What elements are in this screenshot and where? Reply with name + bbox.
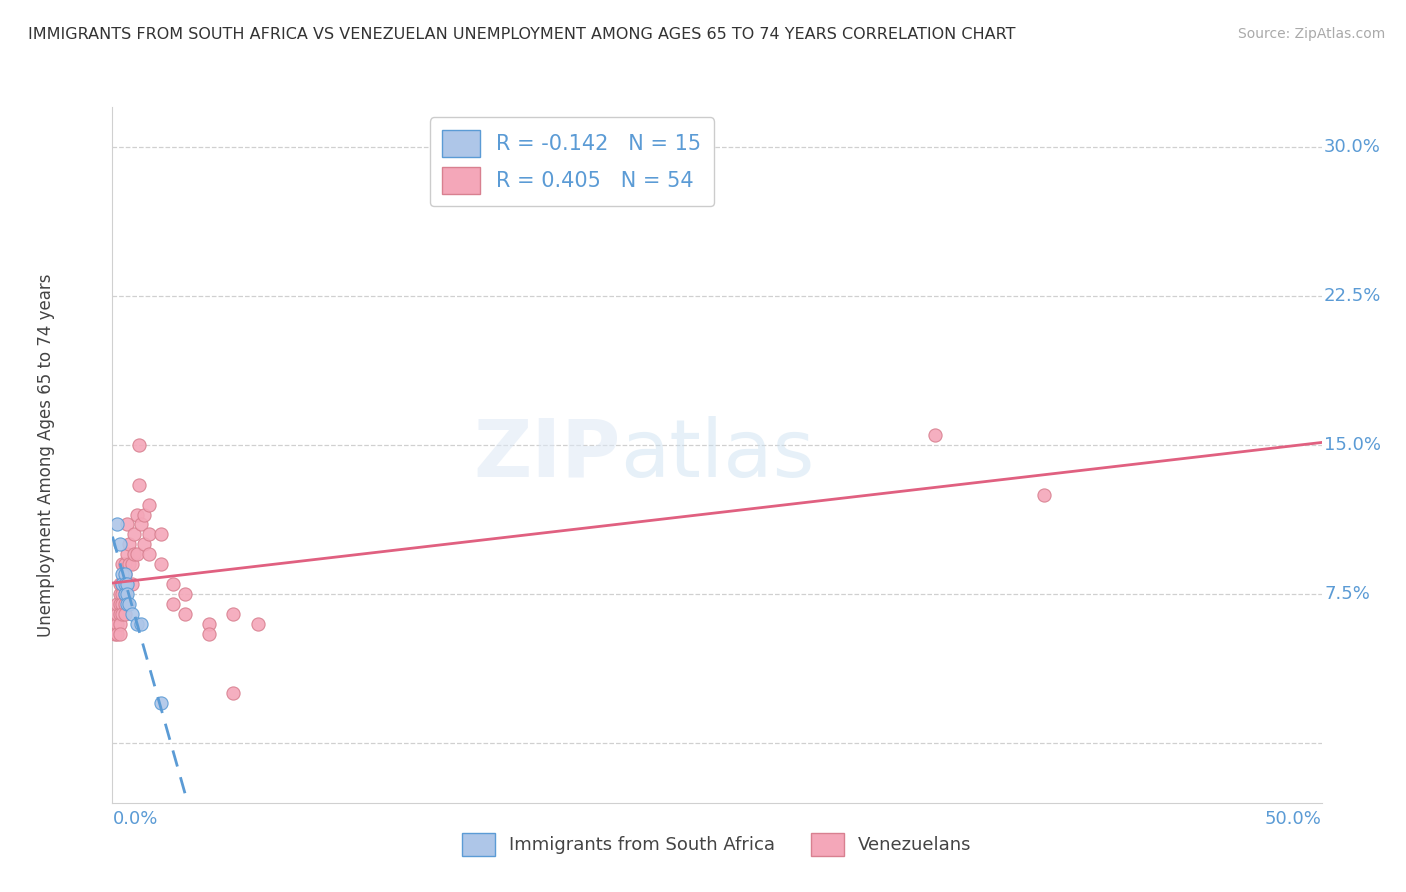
Point [222,607,245,621]
Point [138,527,160,541]
Point [149,558,172,572]
Point [114,558,136,572]
Point [114,567,136,582]
Point [924,428,946,442]
Point [131,517,153,532]
Point [138,498,160,512]
Point [174,607,197,621]
Point [115,597,138,611]
Point [118,558,141,572]
Point [105,616,128,631]
Point [108,587,131,601]
Point [121,558,143,572]
Point [198,627,221,641]
Point [114,587,136,601]
Point [108,597,131,611]
Text: 15.0%: 15.0% [1324,436,1381,454]
Point [114,607,136,621]
Point [118,597,141,611]
Point [108,577,131,591]
Text: Source: ZipAtlas.com: Source: ZipAtlas.com [1237,27,1385,41]
Point [149,527,172,541]
Legend: Immigrants from South Africa, Venezuelans: Immigrants from South Africa, Venezuelan… [456,826,979,863]
Point [111,577,134,591]
Point [104,616,127,631]
Point [198,616,221,631]
Point [122,547,145,561]
Point [114,587,136,601]
Point [105,597,128,611]
Point [149,697,172,711]
Point [108,627,131,641]
Point [125,508,148,522]
Point [131,616,153,631]
Point [111,567,134,582]
Point [132,537,155,551]
Text: 0.0%: 0.0% [112,810,157,828]
Text: IMMIGRANTS FROM SOUTH AFRICA VS VENEZUELAN UNEMPLOYMENT AMONG AGES 65 TO 74 YEAR: IMMIGRANTS FROM SOUTH AFRICA VS VENEZUEL… [28,27,1015,42]
Point [114,567,136,582]
Point [128,438,150,452]
Point [115,517,138,532]
Text: 30.0%: 30.0% [1324,137,1381,156]
Point [111,607,134,621]
Point [121,577,143,591]
Point [122,527,145,541]
Point [125,547,148,561]
Point [222,686,245,700]
Point [108,537,131,551]
Point [128,477,150,491]
Point [105,627,128,641]
Point [114,597,136,611]
Point [246,616,269,631]
Point [111,597,134,611]
Point [111,577,134,591]
Point [115,577,138,591]
Point [174,587,197,601]
Point [105,517,128,532]
Text: Unemployment Among Ages 65 to 74 years: Unemployment Among Ages 65 to 74 years [37,273,55,637]
Point [132,508,155,522]
Point [162,577,184,591]
Text: atlas: atlas [620,416,814,494]
Point [162,597,184,611]
Point [111,558,134,572]
Point [108,616,131,631]
Text: ZIP: ZIP [472,416,620,494]
Point [115,577,138,591]
Text: 50.0%: 50.0% [1265,810,1322,828]
Point [125,616,148,631]
Point [118,537,141,551]
Text: 22.5%: 22.5% [1324,287,1382,305]
Point [108,607,131,621]
Point [104,627,127,641]
Point [121,607,143,621]
Point [138,547,160,561]
Point [115,547,138,561]
Point [115,587,138,601]
Point [105,607,128,621]
Point [111,587,134,601]
Text: 7.5%: 7.5% [1324,585,1369,603]
Point [114,577,136,591]
Point [1032,488,1054,502]
